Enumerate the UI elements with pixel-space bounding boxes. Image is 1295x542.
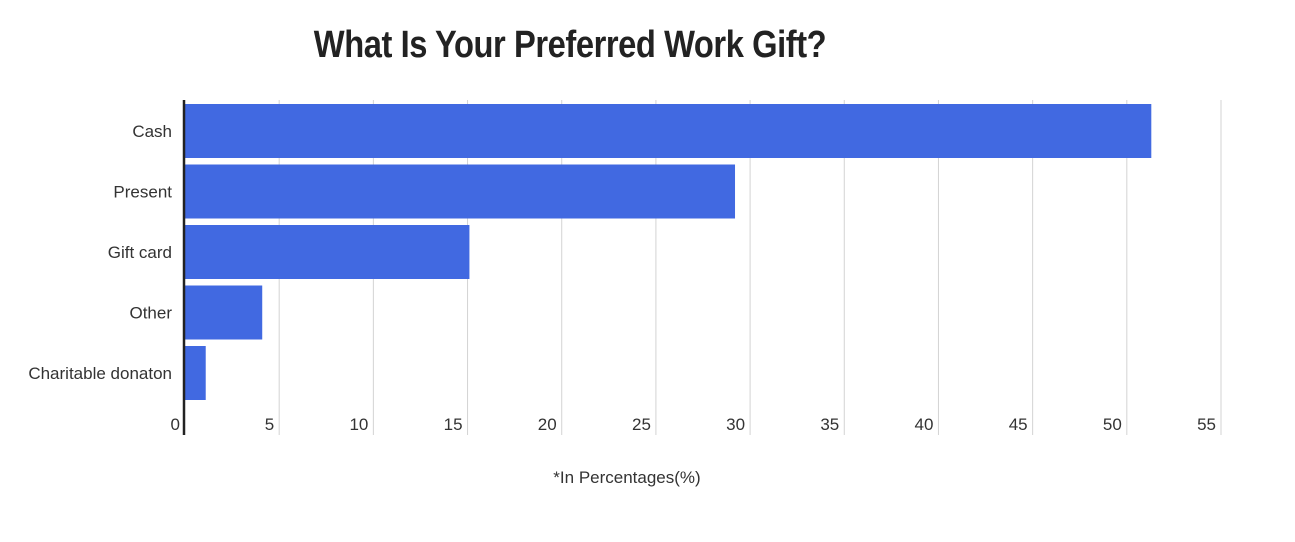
category-labels: Cash Present Gift card Other Charitable dona… [28,122,172,383]
x-tick-label-35: 35 [820,415,839,434]
x-tick-label-25: 25 [632,415,651,434]
bar-other [185,285,263,340]
x-tick-label-55: 55 [1197,415,1216,434]
category-label-cash: Cash [132,122,172,141]
category-label-charitable-donaton: Charitable donaton [28,364,172,383]
bars [185,104,1152,400]
category-label-gift-card: Gift card [108,243,172,262]
x-tick-label-45: 45 [1009,415,1028,434]
x-tick-label-50: 50 [1103,415,1122,434]
category-label-other: Other [129,304,172,323]
x-axis-label: *In Percentages(%) [553,468,701,487]
x-tick-label-40: 40 [915,415,934,434]
category-label-present: Present [113,183,172,202]
x-tick-label-30: 30 [726,415,745,434]
bar-cash [185,104,1152,158]
bar-present [185,164,736,219]
x-tick-label-5: 5 [265,415,274,434]
x-tick-label-20: 20 [538,415,557,434]
bar-gift-card [185,225,470,279]
x-tick-label-0: 0 [171,415,180,434]
bar-charitable-donaton [185,346,206,400]
x-tick-label-10: 10 [349,415,368,434]
x-tick-labels: 0 5 10 15 20 25 30 35 40 45 50 55 [171,415,1216,434]
x-tick-label-15: 15 [444,415,463,434]
chart-title: What Is Your Preferred Work Gift? [313,24,827,66]
